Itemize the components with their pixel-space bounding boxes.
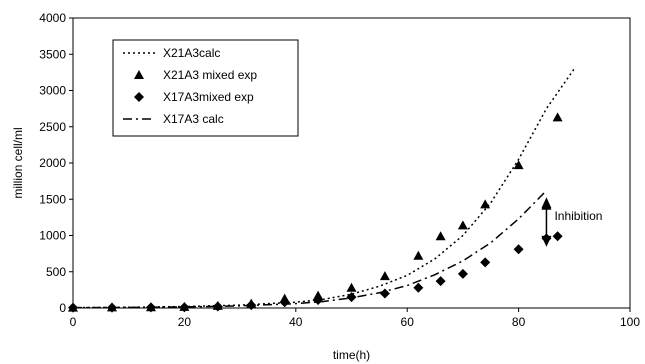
y-tick-label: 3500 bbox=[39, 47, 66, 61]
data-point bbox=[279, 297, 290, 308]
y-tick-label: 500 bbox=[46, 265, 66, 279]
legend-label: X17A3 calc bbox=[163, 112, 224, 126]
data-point bbox=[552, 231, 563, 242]
legend-label: X17A3mixed exp bbox=[163, 90, 254, 104]
data-point bbox=[313, 295, 324, 306]
legend-box bbox=[112, 39, 299, 137]
x-tick-label: 60 bbox=[401, 315, 415, 329]
legend-label: X21A3 mixed exp bbox=[163, 68, 257, 82]
data-point bbox=[480, 257, 491, 268]
x-tick-label: 100 bbox=[620, 315, 640, 329]
x-tick-label: 40 bbox=[289, 315, 303, 329]
legend-label: X21A3calc bbox=[163, 46, 220, 60]
annotation-arrow-head-down bbox=[541, 235, 552, 247]
series-line bbox=[72, 190, 547, 309]
y-tick-label: 2000 bbox=[39, 156, 66, 170]
data-point bbox=[379, 288, 390, 299]
series-1 bbox=[68, 112, 563, 312]
y-tick-label: 1500 bbox=[39, 192, 66, 206]
data-point bbox=[413, 282, 424, 293]
data-point bbox=[435, 276, 446, 287]
y-tick-label: 4000 bbox=[39, 11, 66, 25]
data-point bbox=[457, 220, 468, 230]
x-tick-label: 80 bbox=[512, 315, 526, 329]
annotation-layer: Inhibition bbox=[541, 197, 602, 247]
axes: 0 500 1000 1500 2000 2500 3000 3500 4000 0 20 40 60 8… bbox=[39, 11, 640, 329]
legend-swatch bbox=[134, 92, 144, 102]
y-axis-title: million cell/ml bbox=[11, 127, 25, 198]
series-layer bbox=[68, 68, 575, 313]
legend-item: X21A3 mixed exp bbox=[134, 68, 257, 82]
data-point bbox=[179, 302, 190, 313]
annotation-text: Inhibition bbox=[554, 209, 602, 223]
data-point bbox=[346, 282, 357, 292]
data-point bbox=[379, 271, 390, 281]
annotation-arrow-head-up bbox=[541, 197, 552, 209]
legend: X21A3calc X21A3 mixed exp X17A3mixed exp X1… bbox=[112, 39, 299, 137]
data-point bbox=[513, 244, 524, 255]
data-point bbox=[513, 160, 524, 170]
legend-swatch bbox=[134, 70, 144, 79]
x-tick-label: 0 bbox=[70, 315, 77, 329]
series-2 bbox=[68, 231, 563, 313]
legend-item: X17A3 calc bbox=[123, 112, 224, 126]
data-point bbox=[552, 112, 563, 122]
y-tick-label: 0 bbox=[59, 301, 66, 315]
x-axis-title: time(h) bbox=[333, 348, 370, 362]
data-point bbox=[413, 250, 424, 260]
series-3 bbox=[72, 190, 547, 309]
legend-item: X17A3mixed exp bbox=[134, 90, 254, 104]
data-point bbox=[435, 231, 446, 241]
inhibition-annotation: Inhibition bbox=[541, 197, 602, 247]
x-tick-label: 20 bbox=[178, 315, 192, 329]
y-tick-label: 1000 bbox=[39, 229, 66, 243]
data-point bbox=[212, 301, 223, 312]
data-point bbox=[480, 199, 491, 209]
y-tick-label: 2500 bbox=[39, 120, 66, 134]
legend-item: X21A3calc bbox=[123, 46, 220, 60]
data-point bbox=[457, 268, 468, 279]
y-tick-label: 3000 bbox=[39, 84, 66, 98]
